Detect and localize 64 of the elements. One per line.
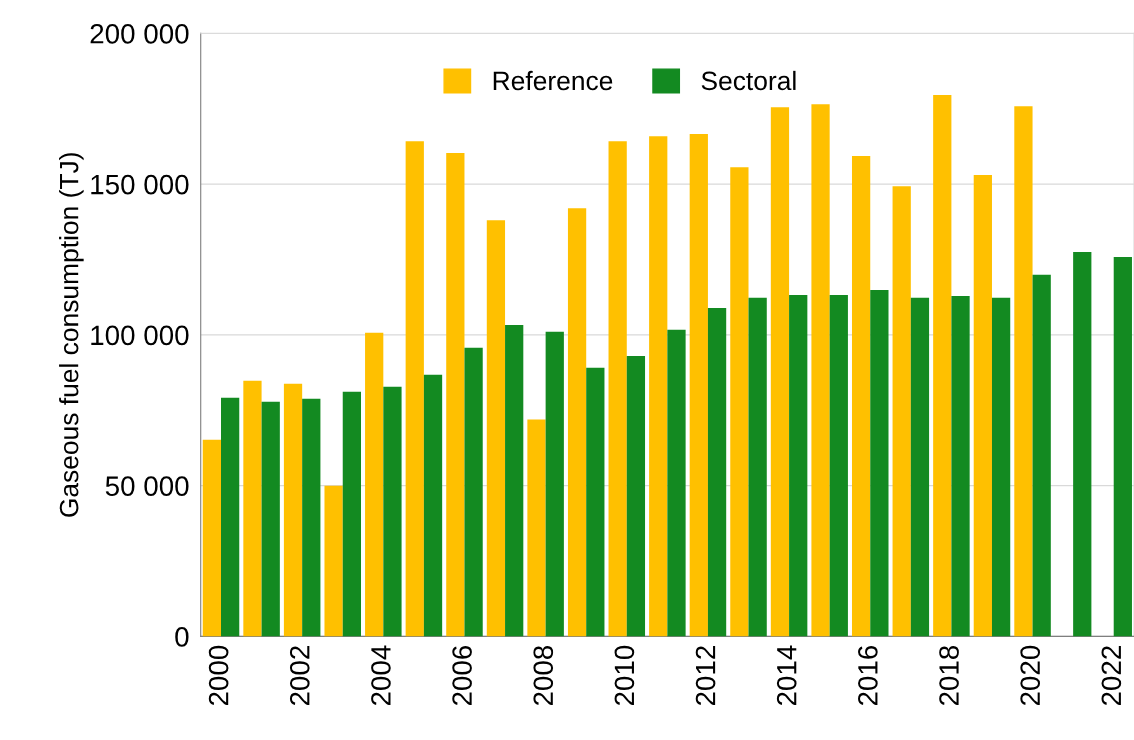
bar bbox=[649, 136, 668, 637]
bar bbox=[973, 175, 992, 637]
bar bbox=[243, 380, 262, 637]
y-tick-label: 200 000 bbox=[90, 23, 189, 44]
x-tick-label: 2018 bbox=[939, 645, 959, 706]
bar bbox=[405, 141, 424, 637]
bar bbox=[707, 308, 727, 637]
bar bbox=[383, 386, 402, 637]
y-axis-title: Gaseous fuel consumption (TJ) bbox=[59, 153, 84, 517]
bar bbox=[1073, 251, 1092, 637]
bar bbox=[730, 167, 749, 637]
bar bbox=[626, 355, 646, 637]
bar bbox=[748, 297, 767, 637]
bar bbox=[608, 141, 627, 637]
bar bbox=[851, 156, 871, 637]
bar bbox=[586, 367, 605, 637]
bar bbox=[423, 374, 443, 637]
x-tick-label: 2010 bbox=[614, 645, 635, 706]
bar bbox=[464, 347, 483, 637]
bar bbox=[221, 397, 240, 637]
bar bbox=[446, 153, 465, 637]
legend-label: Sectoral bbox=[701, 70, 796, 91]
x-tick-label: 2006 bbox=[452, 645, 472, 706]
bar bbox=[342, 391, 361, 637]
bar bbox=[302, 398, 321, 637]
bar bbox=[770, 107, 790, 637]
y-tick-label: 100 000 bbox=[91, 325, 189, 346]
x-tick-label: 2000 bbox=[208, 645, 229, 706]
bar bbox=[933, 95, 952, 637]
y-tick-label: 150 000 bbox=[91, 174, 189, 195]
bar bbox=[870, 289, 889, 637]
bar bbox=[910, 297, 930, 637]
bar bbox=[829, 295, 848, 637]
bar bbox=[1014, 106, 1033, 637]
bar bbox=[324, 485, 343, 637]
bar bbox=[789, 295, 808, 637]
bar bbox=[811, 104, 830, 637]
bar bbox=[951, 295, 970, 637]
bar bbox=[261, 401, 280, 637]
bar bbox=[365, 332, 384, 637]
bar bbox=[505, 324, 524, 637]
x-tick-label: 2002 bbox=[289, 646, 310, 706]
x-tick-label: 2022 bbox=[1101, 646, 1122, 706]
bar bbox=[1113, 257, 1132, 637]
bar bbox=[527, 419, 546, 637]
bar bbox=[545, 331, 564, 637]
y-tick-label: 0 bbox=[175, 627, 189, 647]
x-tick-label: 2014 bbox=[776, 645, 797, 706]
bar bbox=[991, 297, 1011, 637]
bar bbox=[567, 208, 587, 637]
y-tick-label: 50 000 bbox=[105, 476, 189, 496]
bar bbox=[283, 383, 303, 637]
x-tick-label: 2008 bbox=[533, 645, 554, 706]
bar bbox=[667, 329, 686, 637]
bar bbox=[486, 220, 506, 637]
bar bbox=[689, 134, 708, 637]
bar bbox=[892, 186, 911, 637]
x-tick-label: 2020 bbox=[1020, 645, 1041, 706]
legend-label: Reference bbox=[493, 70, 613, 91]
x-tick-label: 2012 bbox=[695, 646, 716, 706]
bar bbox=[202, 439, 222, 637]
bar bbox=[1032, 274, 1051, 637]
x-tick-label: 2016 bbox=[858, 645, 878, 706]
x-tick-label: 2004 bbox=[371, 645, 391, 706]
